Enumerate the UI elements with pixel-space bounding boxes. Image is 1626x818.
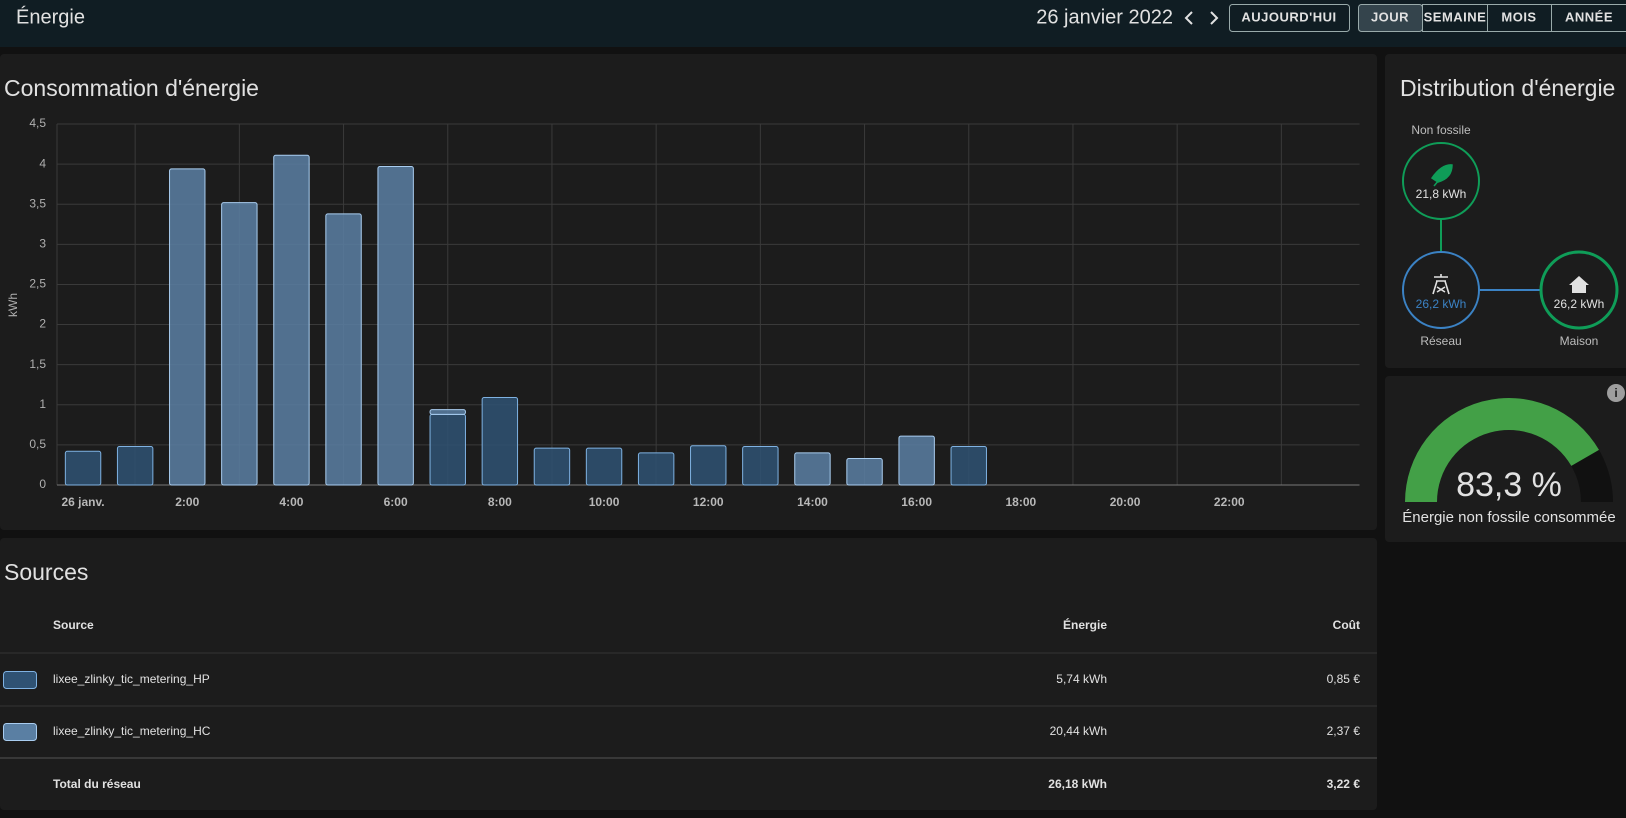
bar-segment — [116, 445, 154, 486]
bar-segment — [429, 409, 466, 415]
bar-segment — [690, 445, 727, 486]
node-label: Maison — [1560, 334, 1599, 348]
leaf-icon — [1430, 164, 1453, 187]
x-tick-label: 10:00 — [589, 495, 620, 509]
legend-swatch — [3, 671, 37, 689]
next-button[interactable] — [1210, 11, 1219, 25]
bar-segment — [64, 450, 102, 486]
distribution-title: Distribution d'énergie — [1400, 75, 1615, 101]
total-cell: 3,22 € — [1327, 777, 1361, 791]
y-tick-label: 0,5 — [29, 437, 46, 451]
y-tick-label: 3 — [39, 237, 46, 251]
x-tick-label: 22:00 — [1214, 495, 1245, 509]
page-title: Énergie — [16, 5, 85, 28]
period-label: JOUR — [1371, 9, 1409, 24]
y-axis-label: kWh — [6, 293, 20, 317]
gauge — [1405, 398, 1613, 502]
x-tick-label: 26 janv. — [61, 495, 104, 509]
x-tick-label: 8:00 — [488, 495, 512, 509]
grid-node[interactable] — [1402, 251, 1480, 329]
legend-swatch — [3, 723, 37, 741]
y-tick-label: 3,5 — [29, 196, 46, 210]
table-cell: lixee_zlinky_tic_metering_HP — [53, 672, 210, 686]
table-cell: 2,37 € — [1327, 724, 1361, 738]
y-tick-label: 1,5 — [29, 357, 46, 371]
x-tick-label: 2:00 — [175, 495, 199, 509]
home-icon — [1569, 276, 1589, 293]
bar-segment — [221, 202, 258, 486]
app-header — [0, 0, 1626, 47]
bar-segment — [637, 452, 675, 486]
gauge-arc — [1405, 398, 1600, 502]
info-icon-glyph: i — [1614, 386, 1617, 400]
period-selector: JOUR SEMAINE MOIS ANNÉE — [1358, 4, 1626, 32]
prev-button[interactable] — [1184, 11, 1193, 25]
x-tick-label: 18:00 — [1005, 495, 1036, 509]
non-fossil-node[interactable] — [1402, 142, 1480, 220]
tower-icon — [1432, 274, 1450, 295]
x-tick-label: 16:00 — [901, 495, 932, 509]
y-tick-label: 1 — [39, 397, 46, 411]
bar-segment — [898, 435, 935, 486]
y-tick-label: 2,5 — [29, 277, 46, 291]
sources-table: Source Énergie Coût lixee_zlinky_tic_meteri… — [0, 617, 1377, 791]
y-tick-label: 4,5 — [29, 116, 46, 130]
home-node[interactable] — [1539, 250, 1619, 330]
bar-segment — [950, 445, 987, 486]
period-label: ANNÉE — [1565, 9, 1613, 24]
bar-segment — [794, 452, 831, 486]
sources-card — [0, 538, 1377, 810]
node-value: 26,2 kWh — [1554, 297, 1605, 311]
bar-segment — [325, 213, 362, 486]
total-cell: Total du réseau — [53, 777, 141, 791]
bar-segment — [481, 397, 519, 486]
bar-segment — [429, 413, 466, 486]
gauge-value: 83,3 % — [1456, 466, 1562, 504]
info-icon[interactable] — [1607, 384, 1625, 402]
today-button[interactable] — [1229, 4, 1350, 32]
table-cell: 0,85 € — [1327, 672, 1361, 686]
chart-title: Consommation d'énergie — [4, 75, 259, 101]
bar-segment — [846, 458, 883, 486]
period-label: MOIS — [1501, 9, 1536, 24]
table-cell: 20,44 kWh — [1050, 724, 1107, 738]
plot: 0 0,5 1 1,5 2 2,5 3 3,5 4 4,5 26 janv. 2:00 4:00 6:00… — [29, 116, 1360, 509]
period-label: SEMAINE — [1424, 9, 1487, 24]
bar-segment — [169, 168, 206, 486]
x-tick-label: 14:00 — [797, 495, 828, 509]
column-header: Coût — [1333, 618, 1360, 632]
period-button[interactable] — [1551, 4, 1626, 32]
date-label: 26 janvier 2022 — [1036, 6, 1173, 28]
y-tick-label: 0 — [39, 477, 46, 491]
bar-segment — [533, 447, 571, 486]
bar-segment — [742, 445, 779, 486]
bar-segment — [585, 447, 623, 486]
total-cell: 26,18 kWh — [1048, 777, 1107, 791]
chart-card — [0, 54, 1377, 530]
node-label: Non fossile — [1411, 123, 1471, 137]
distribution-card — [1385, 54, 1626, 368]
node-label: Réseau — [1420, 334, 1461, 348]
y-tick-label: 2 — [39, 317, 46, 331]
x-tick-label: 4:00 — [279, 495, 303, 509]
gauge-caption: Énergie non fossile consommée — [1402, 509, 1615, 526]
today-label: AUJOURD'HUI — [1241, 9, 1336, 24]
x-tick-label: 20:00 — [1110, 495, 1141, 509]
table-cell: lixee_zlinky_tic_metering_HC — [53, 724, 211, 738]
x-tick-label: 12:00 — [693, 495, 724, 509]
bar-segment — [273, 154, 310, 486]
table-cell: 5,74 kWh — [1056, 672, 1107, 686]
node-value: 21,8 kWh — [1416, 187, 1467, 201]
column-header: Énergie — [1063, 617, 1107, 632]
x-tick-label: 6:00 — [384, 495, 408, 509]
node-value: 26,2 kWh — [1416, 297, 1467, 311]
table-title: Sources — [4, 559, 88, 585]
bar-segment — [377, 166, 414, 486]
column-header: Source — [53, 618, 94, 632]
y-tick-label: 4 — [39, 156, 46, 170]
